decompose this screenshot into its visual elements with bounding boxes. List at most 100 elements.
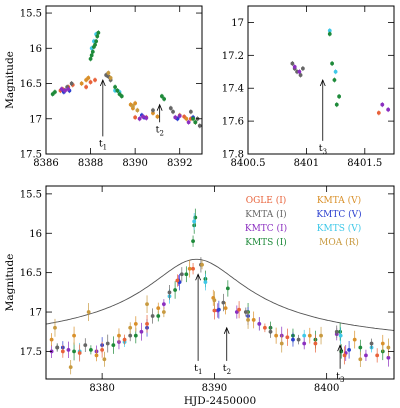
data-point <box>117 333 121 338</box>
data-point <box>133 321 138 326</box>
y-tick-label: 16 <box>29 229 42 240</box>
data-point <box>69 81 74 86</box>
data-point <box>128 325 133 330</box>
annotation-subscript: 2 <box>227 368 231 376</box>
data-point <box>161 310 166 314</box>
panel-top-right: 8400.5 8401 8401.5 17 17.2 17.4 17.6 17.8 t3 <box>222 5 395 169</box>
legend-entry: MOA (R) <box>319 237 359 248</box>
y-tick-label: 17 <box>29 114 42 125</box>
data-point <box>72 333 76 338</box>
y-tick-label: 17.8 <box>222 150 244 161</box>
legend-entry: KMTA (I) <box>245 209 286 220</box>
data-point <box>150 314 155 318</box>
data-point <box>113 85 117 89</box>
data-point <box>386 107 391 112</box>
data-point <box>375 353 380 358</box>
data-point <box>167 290 172 295</box>
data-point <box>102 357 107 362</box>
legend: OGLE (I) KMTA (V) KMTA (I) KMTC (V) KMTC (I)… <box>245 195 362 248</box>
data-point <box>139 329 144 334</box>
x-tick-label: 8392 <box>167 158 192 169</box>
data-point <box>88 80 93 85</box>
data-point <box>95 34 100 39</box>
data-point <box>291 337 295 342</box>
series-kmta-i <box>55 257 374 353</box>
annotation-label: t1 <box>194 363 202 376</box>
data-point <box>60 349 65 354</box>
y-tick-label: 15.5 <box>20 9 42 20</box>
data-point <box>191 266 195 271</box>
annotation-arrowhead <box>99 78 106 87</box>
data-point <box>79 81 84 86</box>
data-point <box>144 116 149 120</box>
data-point <box>108 75 113 80</box>
plot-area <box>50 30 202 129</box>
series-kmtc-i <box>49 275 391 367</box>
data-point <box>338 333 343 338</box>
series-kmts-i <box>327 31 342 108</box>
annotation-subscript: 1 <box>198 368 202 376</box>
data-point <box>369 341 374 346</box>
data-point <box>352 337 357 342</box>
panel-top-left: 8386 8388 8390 8392 15.5 16 16.5 17 17.5 Magnitud… <box>4 5 203 169</box>
data-point <box>285 335 290 340</box>
data-point <box>168 106 173 111</box>
data-point <box>191 116 195 121</box>
series-kmts-v <box>327 28 338 75</box>
data-point <box>292 64 297 69</box>
data-point <box>72 349 76 354</box>
data-point <box>141 114 145 119</box>
y-tick-label: 17.4 <box>222 84 244 95</box>
x-tick-label: 8400.5 <box>231 158 266 169</box>
y-tick-label: 16.5 <box>20 268 42 279</box>
data-point <box>188 109 193 114</box>
data-point <box>89 347 93 352</box>
data-point <box>193 120 198 125</box>
x-axis-label: HJD-2450000 <box>184 395 256 407</box>
model-curve <box>46 258 394 331</box>
data-point <box>122 337 127 342</box>
data-point <box>111 343 116 348</box>
y-tick-label: 17.2 <box>222 51 244 62</box>
y-tick-label: 17.6 <box>222 117 244 128</box>
data-point <box>364 353 368 358</box>
data-point <box>263 325 267 330</box>
data-point <box>302 333 307 338</box>
y-tick-label: 15.5 <box>20 189 42 200</box>
axes-frame <box>45 185 395 380</box>
annotation-label: t1 <box>99 138 107 151</box>
data-point <box>159 94 164 99</box>
data-point <box>358 345 363 350</box>
data-point <box>297 69 302 74</box>
annotation-label: t3 <box>336 371 344 384</box>
data-point <box>386 355 391 360</box>
data-point <box>300 66 305 71</box>
data-point <box>131 104 135 108</box>
data-point <box>162 97 167 101</box>
y-axis-label: Magnitude <box>4 51 16 109</box>
annotation-label: t2 <box>156 124 164 137</box>
data-point <box>175 278 180 283</box>
data-point <box>319 333 323 338</box>
data-point <box>186 120 191 125</box>
y-tick-label: 17.5 <box>20 150 42 161</box>
data-point <box>342 353 347 358</box>
plot-area <box>290 28 391 116</box>
annotation-subscript: 1 <box>103 143 107 151</box>
data-point <box>246 318 250 322</box>
data-point <box>223 306 228 311</box>
data-point <box>94 353 99 358</box>
x-tick-label: 8401 <box>294 158 319 169</box>
data-point <box>105 341 110 346</box>
data-point <box>302 341 307 346</box>
annotation-subscript: 3 <box>323 148 327 156</box>
legend-entry: KMTS (V) <box>317 223 362 234</box>
data-point <box>89 53 94 58</box>
x-tick-label: 8388 <box>78 158 103 169</box>
data-point <box>257 321 262 326</box>
data-point <box>334 329 339 334</box>
series-moa-r <box>106 70 140 113</box>
data-point <box>133 101 138 106</box>
data-point <box>187 266 192 271</box>
data-point <box>137 116 142 121</box>
